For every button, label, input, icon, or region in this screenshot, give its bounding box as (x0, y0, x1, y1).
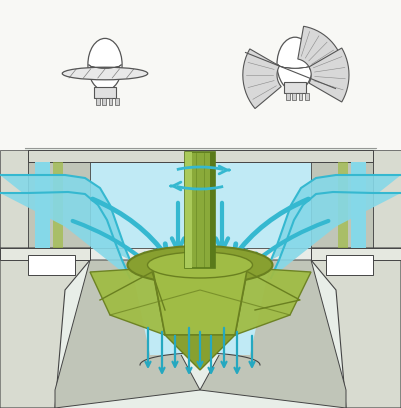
Polygon shape (311, 248, 401, 260)
Polygon shape (235, 268, 311, 335)
Ellipse shape (88, 38, 122, 91)
Polygon shape (90, 248, 311, 260)
FancyBboxPatch shape (292, 93, 296, 100)
Polygon shape (0, 150, 28, 408)
Polygon shape (243, 49, 281, 109)
FancyBboxPatch shape (115, 98, 119, 105)
Polygon shape (0, 248, 90, 260)
Polygon shape (130, 260, 271, 355)
FancyBboxPatch shape (286, 93, 290, 100)
Polygon shape (271, 175, 401, 278)
FancyBboxPatch shape (102, 98, 106, 105)
FancyBboxPatch shape (284, 82, 306, 93)
Polygon shape (185, 152, 215, 268)
Ellipse shape (148, 252, 253, 278)
Polygon shape (28, 162, 90, 248)
Polygon shape (326, 255, 373, 275)
Ellipse shape (128, 246, 273, 284)
Polygon shape (185, 152, 192, 268)
Polygon shape (55, 260, 200, 408)
Polygon shape (0, 248, 90, 408)
FancyBboxPatch shape (94, 87, 116, 98)
Ellipse shape (277, 37, 313, 91)
Polygon shape (28, 150, 373, 162)
FancyBboxPatch shape (96, 98, 99, 105)
Polygon shape (338, 162, 348, 248)
Polygon shape (373, 150, 401, 408)
Polygon shape (0, 175, 130, 278)
Polygon shape (35, 162, 50, 248)
Polygon shape (90, 268, 165, 335)
Polygon shape (53, 162, 63, 248)
Polygon shape (28, 255, 75, 275)
Polygon shape (311, 248, 401, 408)
Polygon shape (309, 48, 349, 102)
Polygon shape (165, 335, 235, 370)
Polygon shape (210, 152, 215, 268)
FancyBboxPatch shape (305, 93, 308, 100)
Polygon shape (298, 26, 342, 69)
FancyBboxPatch shape (299, 93, 302, 100)
Ellipse shape (62, 67, 148, 80)
Polygon shape (152, 265, 248, 335)
Polygon shape (25, 148, 376, 408)
Polygon shape (28, 150, 373, 248)
Polygon shape (311, 162, 373, 248)
FancyBboxPatch shape (109, 98, 112, 105)
Polygon shape (200, 260, 346, 408)
Polygon shape (351, 162, 366, 248)
